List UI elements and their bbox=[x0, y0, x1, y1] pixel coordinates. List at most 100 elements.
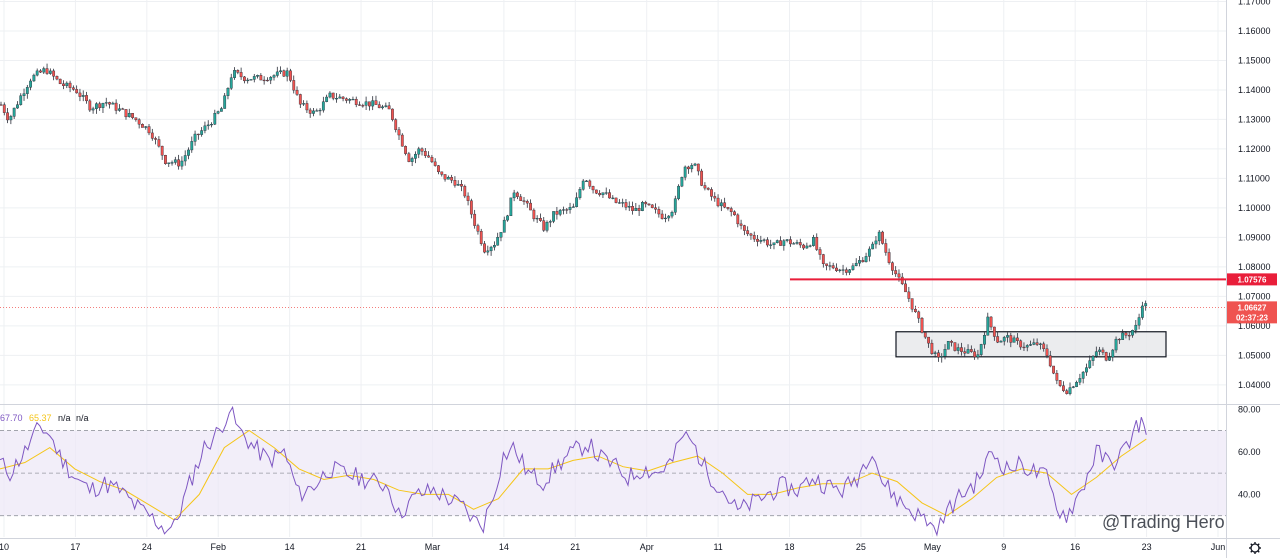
resistance-price-tag bbox=[1227, 273, 1277, 286]
price-tick-label: 1.06000 bbox=[1238, 321, 1271, 331]
candle bbox=[16, 101, 19, 109]
candle bbox=[91, 106, 95, 114]
candle-body bbox=[940, 356, 944, 358]
gear-tooth bbox=[1250, 543, 1253, 546]
candle bbox=[479, 228, 483, 246]
candle bbox=[206, 120, 210, 130]
candle bbox=[815, 233, 819, 251]
candle bbox=[581, 179, 585, 191]
candle bbox=[1144, 300, 1148, 311]
candle bbox=[637, 204, 641, 216]
candle bbox=[506, 214, 509, 222]
candle-body bbox=[890, 262, 894, 271]
candle-body bbox=[351, 98, 355, 101]
candle bbox=[1062, 381, 1065, 393]
candle-body bbox=[976, 354, 980, 358]
candle bbox=[1134, 320, 1138, 334]
candle-body bbox=[308, 109, 312, 114]
candle-body bbox=[769, 244, 773, 246]
candle bbox=[746, 226, 750, 237]
candle-body bbox=[1065, 390, 1069, 394]
candle bbox=[1068, 382, 1072, 396]
candle-body bbox=[627, 206, 631, 208]
candle bbox=[1052, 365, 1055, 375]
candle-body bbox=[45, 68, 49, 74]
candle-body bbox=[200, 130, 204, 135]
candle-body bbox=[874, 240, 878, 245]
candle-body bbox=[338, 96, 342, 99]
candle bbox=[1104, 351, 1108, 362]
candle-body bbox=[1009, 335, 1013, 343]
candle-body bbox=[943, 349, 947, 357]
candle bbox=[302, 100, 306, 107]
candle-body bbox=[726, 206, 730, 209]
candle bbox=[124, 109, 128, 120]
candle-body bbox=[1140, 305, 1144, 318]
candle bbox=[88, 99, 92, 112]
candle bbox=[246, 77, 250, 84]
candle-body bbox=[992, 326, 996, 337]
candle bbox=[118, 104, 121, 112]
candle bbox=[275, 66, 279, 78]
candle bbox=[798, 238, 802, 248]
candle-body bbox=[48, 70, 52, 74]
candle bbox=[137, 118, 141, 129]
candle-body bbox=[1052, 365, 1055, 374]
candle-body bbox=[358, 104, 361, 106]
candle bbox=[249, 79, 253, 81]
candle bbox=[374, 95, 378, 105]
candle bbox=[756, 234, 759, 247]
candle bbox=[348, 98, 352, 104]
candle bbox=[525, 199, 529, 208]
candle-body bbox=[920, 317, 924, 333]
candle bbox=[200, 127, 204, 137]
candle bbox=[664, 213, 667, 223]
candle bbox=[243, 76, 246, 84]
candle bbox=[22, 88, 26, 101]
candle-body bbox=[19, 95, 23, 105]
candle-body bbox=[562, 209, 565, 211]
candle-body bbox=[42, 68, 46, 73]
candle-body bbox=[1039, 343, 1042, 345]
candle bbox=[52, 68, 56, 81]
candle-body bbox=[219, 108, 223, 112]
candle-body bbox=[828, 265, 832, 267]
candle-body bbox=[164, 155, 167, 164]
candle bbox=[111, 101, 115, 105]
candle bbox=[966, 344, 970, 354]
candle-body bbox=[101, 103, 105, 108]
candle bbox=[1035, 338, 1039, 347]
candle-body bbox=[706, 187, 710, 190]
candle-body bbox=[864, 256, 868, 263]
candle bbox=[808, 244, 812, 248]
candle bbox=[933, 350, 937, 358]
time-tick-label: 9 bbox=[1001, 542, 1006, 552]
candle-body bbox=[371, 100, 375, 107]
candle bbox=[285, 67, 289, 82]
candle-body bbox=[775, 240, 779, 243]
candle-body bbox=[104, 102, 108, 104]
candle bbox=[575, 192, 579, 208]
candle bbox=[397, 126, 401, 141]
candle-body bbox=[696, 163, 700, 172]
candle bbox=[358, 101, 361, 106]
candle-body bbox=[713, 196, 717, 199]
rsi-ma-value-label: 65.37 bbox=[29, 413, 52, 423]
settings-gear-icon[interactable] bbox=[1249, 542, 1261, 554]
candle-body bbox=[746, 230, 750, 235]
candle-body bbox=[131, 113, 134, 118]
candle bbox=[953, 342, 957, 352]
candle bbox=[1055, 370, 1059, 385]
candle bbox=[1032, 338, 1036, 346]
candle bbox=[1081, 371, 1085, 384]
candle-body bbox=[1029, 344, 1032, 346]
candle-body bbox=[752, 235, 756, 240]
candle bbox=[969, 345, 973, 353]
candle bbox=[976, 349, 980, 360]
candle bbox=[492, 241, 496, 251]
candle-body bbox=[1117, 338, 1121, 341]
candle bbox=[1029, 340, 1032, 346]
candle-body bbox=[881, 231, 884, 244]
